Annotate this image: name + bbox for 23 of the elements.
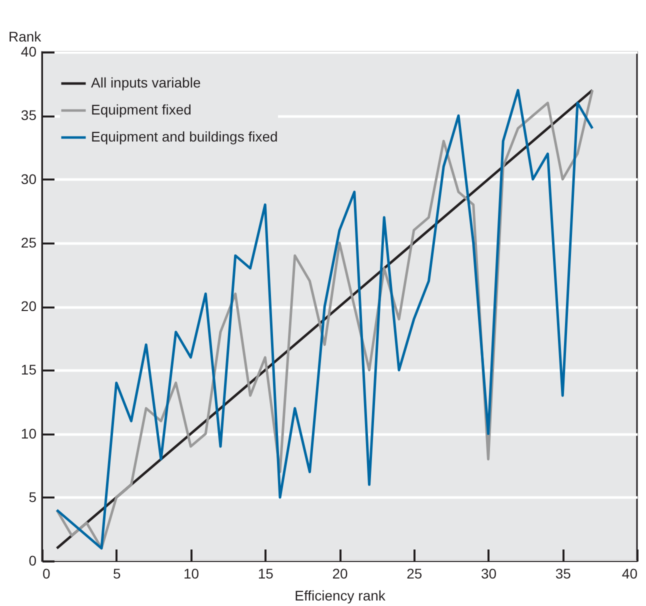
x-tick-label: 30	[480, 566, 497, 582]
y-tick-label: 20	[20, 298, 37, 314]
y-tick-label: 15	[20, 362, 37, 378]
x-tick-label: 10	[183, 566, 200, 582]
y-tick-label: 35	[20, 107, 37, 124]
y-tick-label: 30	[20, 170, 37, 187]
legend-label: Equipment and buildings fixed	[91, 128, 278, 144]
y-axis-title: Rank	[8, 28, 42, 44]
legend-label: Equipment fixed	[91, 102, 192, 118]
x-tick-label: 40	[622, 566, 638, 582]
y-tick-label: 40	[20, 44, 37, 60]
y-tick-label: 25	[20, 234, 37, 250]
x-tick-label: 0	[42, 566, 50, 582]
y-tick-label: 0	[28, 552, 37, 568]
y-tick-label: 10	[20, 425, 37, 442]
x-tick-label: 5	[112, 566, 121, 582]
legend-label: All inputs variable	[91, 74, 201, 90]
y-tick-label: 5	[28, 488, 37, 505]
x-tick-label: 25	[406, 566, 422, 582]
x-tick-label: 15	[258, 566, 274, 582]
x-axis-title: Efficiency rank	[294, 588, 386, 604]
x-tick-label: 35	[555, 566, 572, 582]
x-tick-label: 20	[332, 566, 348, 582]
